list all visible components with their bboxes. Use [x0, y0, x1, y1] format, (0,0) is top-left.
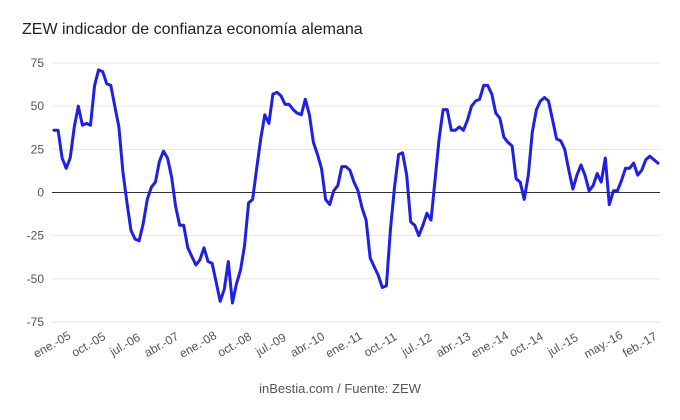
x-tick-label: abr.-10 — [288, 329, 328, 360]
x-tick-label: jul.-09 — [252, 330, 288, 359]
y-tick-label: -25 — [27, 229, 45, 243]
x-tick-label: jul.-12 — [398, 330, 434, 359]
x-tick-label: jul.-15 — [544, 330, 580, 359]
y-tick-label: 75 — [31, 56, 45, 70]
y-tick-label: 25 — [31, 142, 45, 156]
x-tick-label: ene.-05 — [31, 328, 74, 361]
series-layer — [52, 68, 660, 305]
x-tick-label: oct.-14 — [507, 329, 546, 360]
y-axis: 75 50 25 0 -25 -50 -75 — [27, 56, 45, 329]
chart-title: ZEW indicador de confianza economía alem… — [22, 21, 363, 38]
x-tick-label: abr.-07 — [142, 329, 182, 360]
x-tick-label: ene.-14 — [469, 328, 512, 361]
x-tick-label: oct.-05 — [69, 329, 108, 360]
y-tick-label: -50 — [27, 272, 45, 286]
x-tick-label: ene.-11 — [323, 328, 365, 360]
x-tick-label: feb.-17 — [620, 329, 660, 360]
gridlines — [52, 62, 660, 323]
x-tick-label: ene.-08 — [177, 328, 220, 361]
zew-series-line — [52, 68, 660, 305]
x-tick-label: oct.-08 — [215, 329, 254, 360]
source-caption: inBestia.com / Fuente: ZEW — [259, 381, 421, 396]
y-tick-label: -75 — [27, 315, 45, 329]
x-tick-label: abr.-13 — [434, 329, 474, 360]
x-tick-label: may.-16 — [581, 328, 625, 362]
x-tick-label: jul.-06 — [106, 330, 142, 359]
y-tick-label: 0 — [37, 186, 44, 200]
y-tick-label: 50 — [31, 99, 45, 113]
x-tick-label: oct.-11 — [361, 329, 399, 359]
